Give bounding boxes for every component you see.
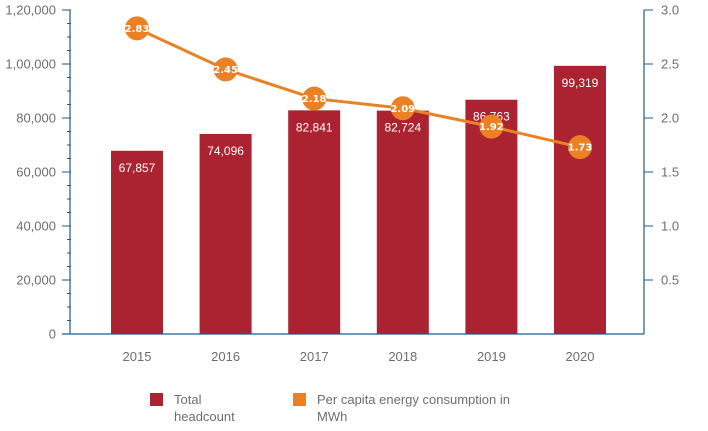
bar-2020: [554, 65, 606, 335]
right-tick-label: 1.5: [661, 165, 679, 180]
right-tick-label: 1.0: [661, 219, 679, 234]
point-label-2018: 2.09: [390, 104, 415, 115]
bar-label-2020: 99,319: [562, 76, 599, 90]
legend-item-energy: Per capita energy consumption in MWh: [293, 391, 510, 425]
right-tick-label: 3.0: [661, 3, 679, 18]
bar-2015: [111, 150, 163, 334]
point-2019: [479, 114, 504, 139]
bar-label-2016: 74,096: [207, 144, 244, 158]
point-label-2017: 2.18: [302, 94, 327, 105]
point-2016: [213, 57, 238, 82]
point-2018: [390, 96, 415, 121]
point-2020: [568, 135, 592, 160]
line-series-group: 2.83 2.45 2.18 2.09 1.92 1.73: [125, 16, 593, 160]
bar-2018: [376, 110, 429, 334]
point-label-2020: 1.73: [568, 143, 593, 154]
bar-2019: [465, 99, 518, 334]
point-2017: [302, 86, 327, 111]
left-y-axis: 0 20,000 40,000 60,000 80,000 1,00,000 1,20,00…: [5, 3, 71, 342]
x-tick-label-2016: 2016: [211, 349, 240, 364]
right-tick-label: 0.5: [661, 273, 679, 288]
left-tick-label: 20,000: [16, 273, 56, 288]
legend-label-energy: Per capita energy consumption in MWh: [317, 392, 510, 424]
line-energy-per-capita: [136, 26, 581, 149]
point-label-2019: 1.92: [479, 122, 504, 133]
legend-label-headcount: Total headcount: [174, 392, 235, 424]
left-tick-label: 1,00,000: [5, 57, 56, 72]
left-tick-label: 40,000: [16, 219, 56, 234]
x-tick-label-2019: 2019: [477, 349, 506, 364]
bar-label-2017: 82,841: [296, 120, 333, 134]
right-tick-label: 2.5: [661, 57, 679, 72]
left-tick-label: 60,000: [16, 165, 56, 180]
right-tick-label: 2.0: [661, 111, 679, 126]
point-2015: [125, 16, 149, 41]
legend-swatch-headcount: [150, 393, 163, 406]
bar-2016: [199, 133, 252, 334]
bar-label-2018: 82,724: [384, 121, 421, 135]
point-label-2015: 2.83: [125, 24, 150, 35]
left-tick-label: 0: [49, 327, 56, 342]
x-tick-label-2015: 2015: [123, 349, 152, 364]
left-tick-label: 1,20,000: [5, 3, 56, 18]
right-y-axis: 0.5 1.0 1.5 2.0 2.5 3.0: [643, 3, 679, 334]
x-tick-label-2020: 2020: [566, 349, 595, 364]
x-axis: 2015 2016 2017 2018 2019 2020: [62, 333, 644, 364]
legend-item-headcount: Total headcount: [150, 391, 265, 425]
legend-swatch-energy: [293, 393, 306, 406]
bar-label-2015: 67,857: [119, 161, 156, 175]
bar-2017: [288, 110, 341, 334]
x-tick-label-2017: 2017: [300, 349, 329, 364]
x-tick-label-2018: 2018: [388, 349, 417, 364]
legend: Total headcount Per capita energy consum…: [150, 391, 510, 425]
point-label-2016: 2.45: [213, 65, 238, 76]
left-tick-label: 80,000: [16, 111, 56, 126]
